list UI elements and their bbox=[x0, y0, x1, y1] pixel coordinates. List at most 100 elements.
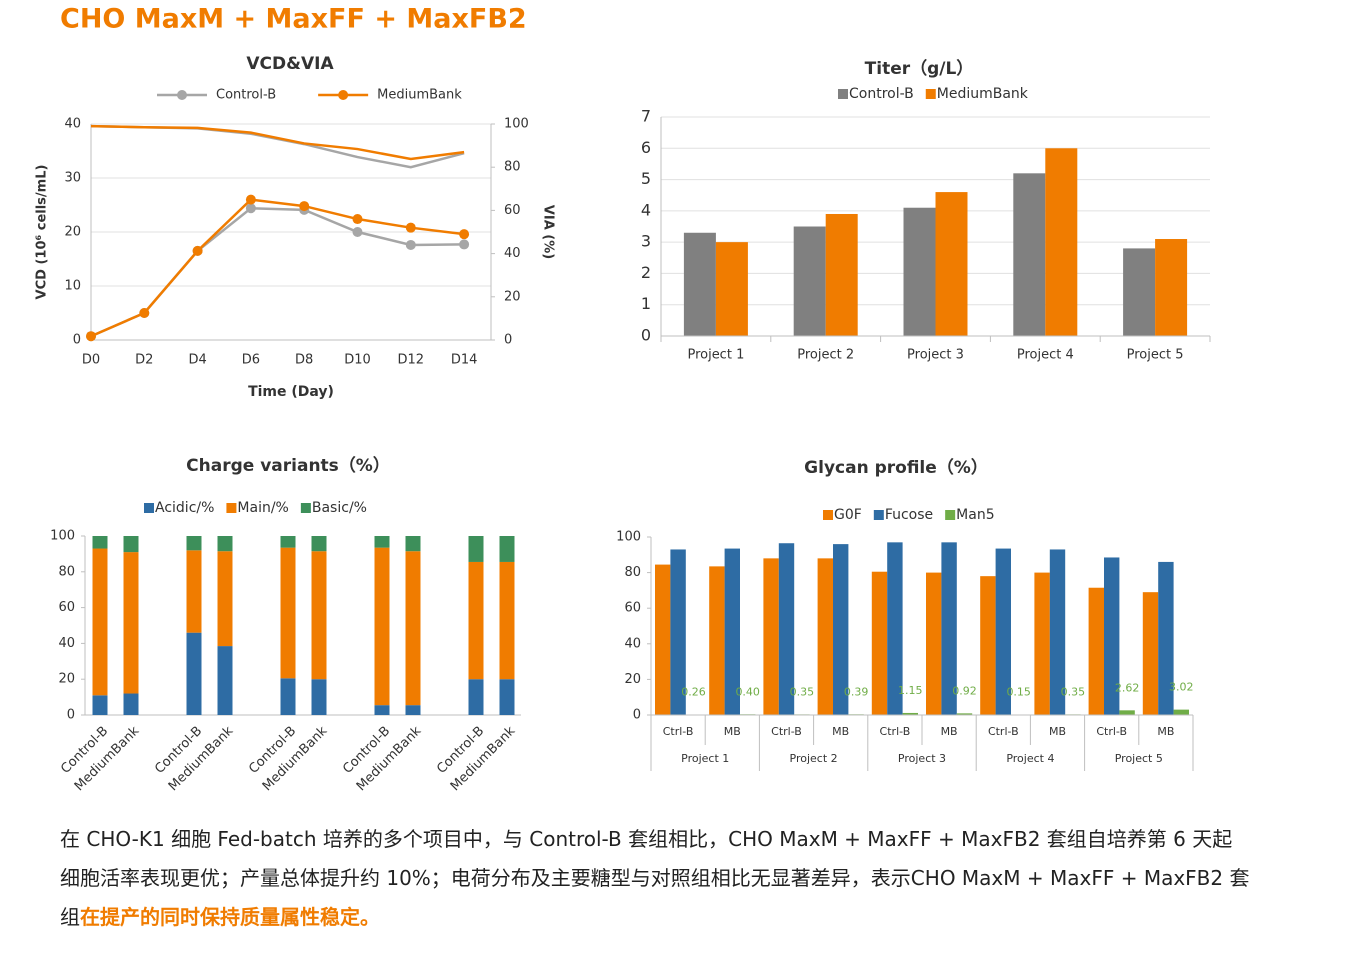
y-tick-label: 0 bbox=[641, 326, 651, 345]
data-label: 0.35 bbox=[1061, 685, 1086, 698]
bar bbox=[887, 542, 903, 715]
x-tick-label: MB bbox=[1049, 725, 1066, 738]
bar-segment bbox=[123, 536, 139, 553]
y-tick-label: 7 bbox=[641, 107, 651, 126]
series-line bbox=[90, 124, 465, 161]
legend-swatch bbox=[300, 503, 311, 513]
data-label: 0.39 bbox=[844, 685, 869, 698]
legend-label: Main/% bbox=[237, 500, 288, 516]
bar bbox=[1123, 248, 1156, 336]
bar bbox=[1142, 592, 1159, 715]
x-tick-label: Ctrl-B bbox=[988, 725, 1019, 738]
group-label: Project 2 bbox=[790, 752, 838, 765]
bar-segment bbox=[280, 547, 296, 679]
legend-marker bbox=[177, 90, 187, 100]
x-tick-label: Project 2 bbox=[797, 348, 854, 363]
legend-label: Control-B bbox=[216, 88, 276, 103]
chart-title: VCD&VIA bbox=[246, 54, 334, 74]
bar bbox=[926, 572, 942, 715]
bar bbox=[825, 213, 858, 336]
y-tick-label: 10 bbox=[64, 279, 81, 294]
y-tick-label: 30 bbox=[64, 171, 81, 186]
x-tick-label: Ctrl-B bbox=[1096, 725, 1127, 738]
legend-swatch bbox=[873, 510, 884, 520]
legend-marker bbox=[338, 90, 349, 100]
x-tick-label: D2 bbox=[135, 353, 153, 368]
legend-label: Acidic/% bbox=[155, 500, 214, 516]
y-tick-label: 40 bbox=[624, 636, 641, 651]
bar bbox=[935, 192, 968, 336]
bar-segment bbox=[280, 536, 296, 548]
charts: CHO MaxM + MaxFF + MaxFB2 VCD&VIA0102030… bbox=[35, 4, 1211, 794]
legend-label: MediumBank bbox=[377, 88, 462, 103]
bar-segment bbox=[499, 561, 515, 680]
bar-segment bbox=[468, 561, 484, 680]
x-tick-label: D4 bbox=[188, 353, 206, 368]
chart-title: Charge variants（%） bbox=[186, 455, 390, 476]
x-tick-label: D14 bbox=[451, 353, 478, 368]
data-label: 0.26 bbox=[681, 686, 706, 699]
bar-segment bbox=[499, 679, 515, 715]
x-tick-label: Ctrl-B bbox=[663, 725, 694, 738]
y-tick-label: 20 bbox=[58, 672, 75, 687]
legend-label: G0F bbox=[834, 507, 862, 523]
chart-title: Titer（g/L） bbox=[865, 58, 974, 79]
bar-segment bbox=[374, 536, 390, 548]
point bbox=[192, 245, 203, 256]
bar-segment bbox=[217, 646, 233, 715]
y2-tick-label: 0 bbox=[504, 333, 512, 348]
bar-segment bbox=[405, 551, 421, 706]
summary-text: 在 CHO-K1 细胞 Fed-batch 培养的多个项目中，与 Control… bbox=[60, 827, 1250, 929]
x-tick-label: MB bbox=[1157, 725, 1174, 738]
y-tick-label: 0 bbox=[67, 708, 75, 723]
y-tick-label: 80 bbox=[624, 565, 641, 580]
point bbox=[352, 227, 363, 237]
bar-segment bbox=[92, 548, 108, 696]
y-tick-label: 60 bbox=[58, 600, 75, 615]
bar bbox=[956, 713, 973, 715]
point bbox=[86, 331, 96, 342]
bar bbox=[1155, 239, 1188, 336]
bar-segment bbox=[311, 536, 327, 552]
bar bbox=[1049, 549, 1066, 715]
bar bbox=[778, 543, 795, 715]
legend-swatch bbox=[945, 510, 956, 520]
bar-segment bbox=[311, 551, 327, 680]
bar-segment bbox=[92, 536, 108, 549]
bar bbox=[1158, 561, 1174, 715]
bar bbox=[715, 242, 748, 336]
data-label: 2.62 bbox=[1115, 681, 1140, 694]
data-label: 0.40 bbox=[735, 685, 760, 698]
point bbox=[459, 239, 470, 250]
bar-segment bbox=[280, 678, 296, 715]
y-axis-label: VCD (10⁶ cells/mL) bbox=[35, 165, 50, 300]
bar bbox=[817, 558, 833, 715]
y2-tick-label: 20 bbox=[504, 289, 521, 304]
bar bbox=[724, 548, 740, 715]
x-tick-label: Project 5 bbox=[1127, 348, 1184, 363]
bar bbox=[1045, 148, 1078, 336]
bar bbox=[1104, 557, 1120, 715]
bar-segment bbox=[186, 632, 202, 715]
legend-swatch bbox=[144, 503, 154, 513]
bar-segment bbox=[405, 536, 421, 552]
y-tick-label: 2 bbox=[641, 263, 651, 282]
bar-segment bbox=[123, 552, 139, 694]
legend-label: MediumBank bbox=[937, 86, 1029, 102]
point bbox=[459, 229, 470, 240]
point bbox=[299, 201, 310, 212]
bar bbox=[793, 226, 826, 336]
y-tick-label: 0 bbox=[633, 708, 641, 723]
bar bbox=[670, 549, 686, 715]
x-tick-label: MB bbox=[832, 725, 849, 738]
y-tick-label: 60 bbox=[624, 601, 641, 616]
group-label: Project 1 bbox=[681, 752, 729, 765]
point bbox=[405, 239, 416, 250]
y2-tick-label: 80 bbox=[504, 160, 521, 175]
legend-label: Control-B bbox=[849, 86, 914, 102]
data-label: 0.15 bbox=[1006, 686, 1031, 699]
bar-segment bbox=[374, 705, 390, 715]
y-tick-label: 80 bbox=[58, 564, 75, 579]
group-label: Project 4 bbox=[1006, 752, 1054, 765]
bar-segment bbox=[186, 550, 202, 633]
